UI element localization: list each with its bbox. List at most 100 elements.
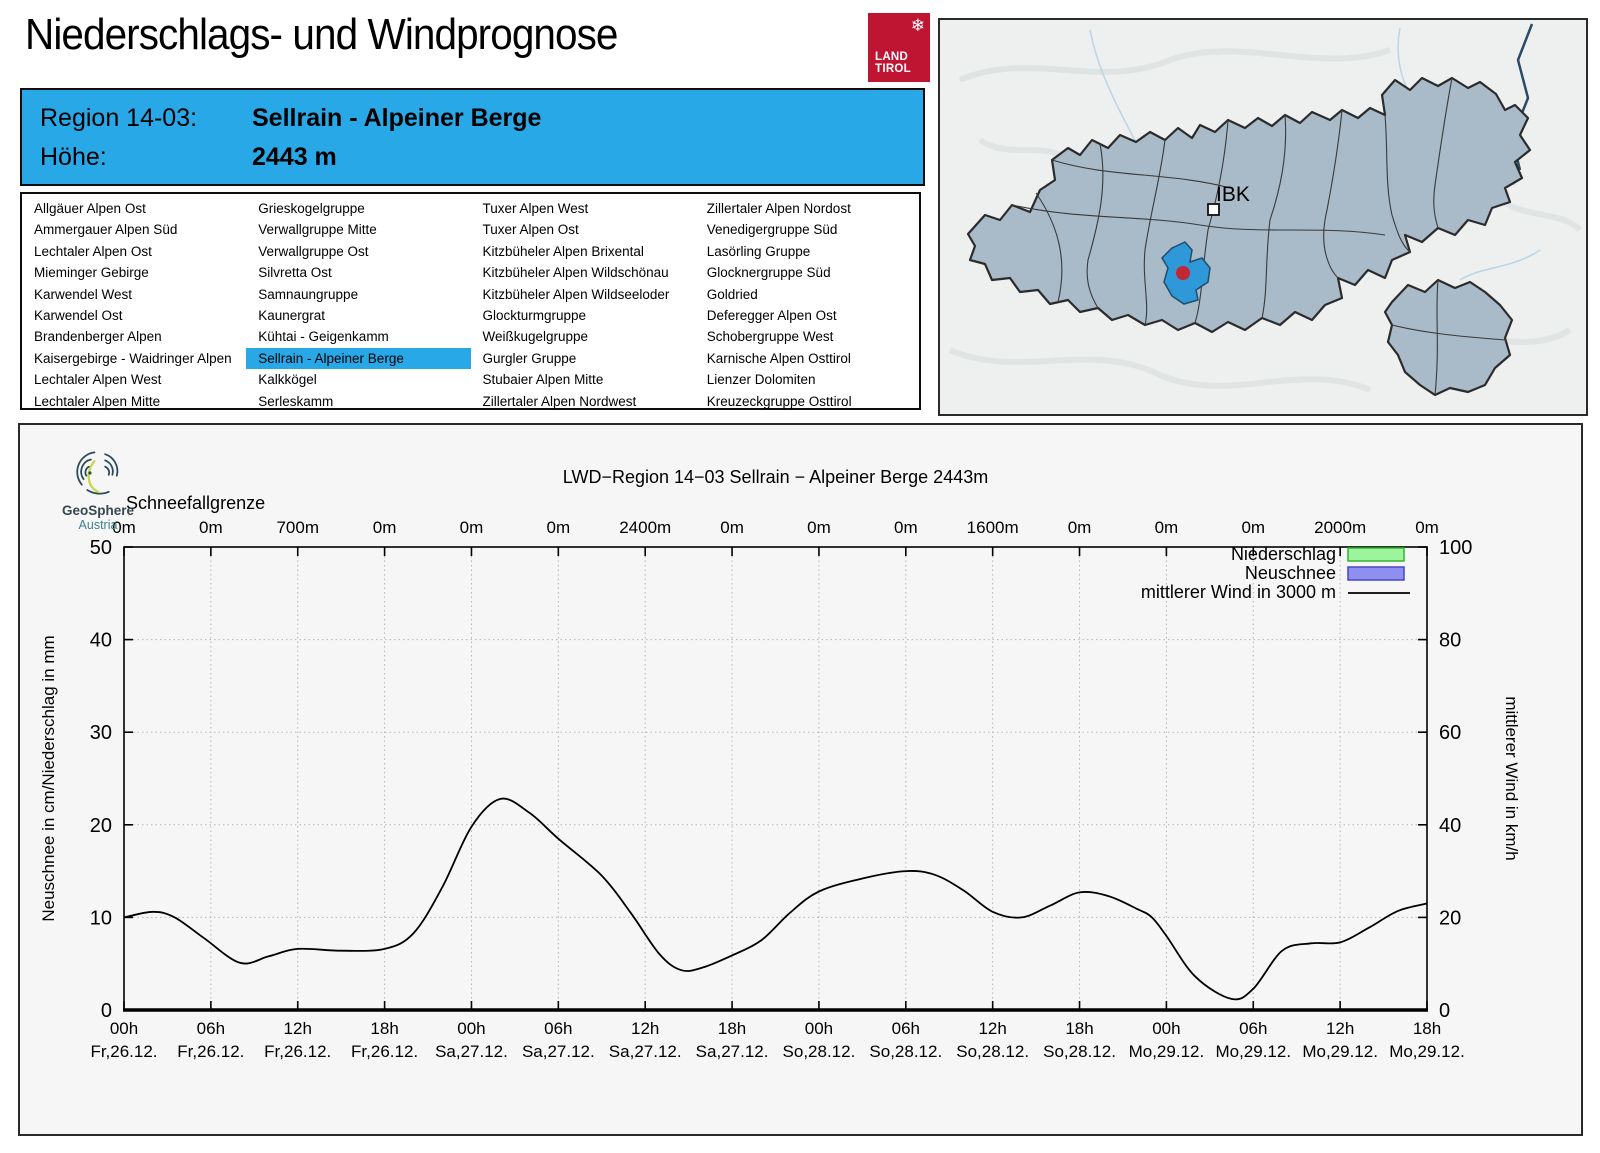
region-list-item[interactable]: Deferegger Alpen Ost (706, 307, 837, 323)
x-tick-time: 00h (457, 1019, 485, 1038)
region-list-item[interactable]: Tuxer Alpen Ost (482, 222, 579, 238)
y-right-tick-label: 0 (1439, 1000, 1450, 1022)
region-list-item[interactable]: Lechtaler Alpen Mitte (34, 393, 161, 409)
region-list-item[interactable]: Kitzbüheler Alpen Wildseeloder (482, 286, 670, 302)
snowflake-icon: ❄ (910, 16, 925, 35)
snowline-value: 0m (460, 518, 484, 537)
page-title: Niederschlags- und Windprognose (25, 10, 618, 59)
land-tirol-logo: ❄ LAND TIROL (868, 13, 930, 82)
snowline-value: 0m (199, 518, 223, 537)
x-tick-date: Fr,26.12. (177, 1042, 244, 1061)
x-tick-time: 12h (631, 1019, 659, 1038)
region-list-item[interactable]: Glocknergruppe Süd (706, 265, 831, 281)
region-list-item[interactable]: Sellrain - Alpeiner Berge (246, 347, 471, 370)
region-list-item[interactable]: Lechtaler Alpen Ost (34, 243, 152, 259)
snowline-value: 0m (807, 518, 831, 537)
x-tick-time: 00h (1152, 1019, 1180, 1038)
region-list-item[interactable]: Tuxer Alpen West (482, 201, 589, 216)
region-list-item[interactable]: Kreuzeckgruppe Osttirol (706, 393, 852, 409)
x-tick-time: 18h (718, 1019, 746, 1038)
region-list-item[interactable]: Lienzer Dolomiten (706, 372, 816, 388)
x-tick-time: 06h (892, 1019, 920, 1038)
region-list-item[interactable]: Allgäuer Alpen Ost (34, 201, 146, 216)
region-list-item[interactable]: Kalkkögel (258, 372, 317, 388)
region-list-item[interactable]: Glockturmgruppe (482, 307, 587, 323)
altitude-label: Höhe: (40, 143, 107, 171)
x-tick-date: So,28.12. (783, 1042, 856, 1061)
y-left-tick-label: 20 (90, 815, 112, 837)
y-right-tick-label: 60 (1439, 722, 1461, 744)
x-tick-time: 00h (110, 1019, 138, 1038)
chart-title: LWD−Region 14−03 Sellrain − Alpeiner Ber… (563, 467, 988, 487)
region-list-item[interactable]: Karnische Alpen Osttirol (706, 350, 851, 366)
snowline-value: 0m (547, 518, 571, 537)
region-list-item[interactable]: Goldried (706, 286, 758, 302)
region-list-item[interactable]: Karwendel Ost (34, 307, 123, 323)
altitude-value: 2443 m (252, 143, 337, 171)
y-right-axis-title: mittlerer Wind in km/h (1502, 696, 1521, 860)
region-list-column: Zillertaler Alpen Nordost Venedigergruppe… (695, 198, 919, 409)
chart-grid (124, 547, 1427, 1010)
region-list-item[interactable]: Schobergruppe West (706, 329, 834, 345)
y-left-tick-label: 30 (90, 722, 112, 744)
region-list-item[interactable]: Lechtaler Alpen West (34, 372, 162, 388)
x-tick-date: So,28.12. (956, 1042, 1029, 1061)
region-list-item[interactable]: Zillertaler Alpen Nordwest (482, 393, 637, 409)
region-list-item[interactable]: Mieminger Gebirge (34, 265, 149, 281)
x-tick-time: 18h (1065, 1019, 1093, 1038)
x-tick-time: 06h (544, 1019, 572, 1038)
land-tirol-logo-text: LAND TIROL (875, 51, 911, 75)
map-region-north-tirol[interactable] (966, 76, 1532, 334)
region-list-item[interactable]: Venedigergruppe Süd (706, 222, 838, 238)
snowline-value: 0m (1155, 518, 1179, 537)
snowline-caption: Schneefallgrenze (126, 493, 265, 513)
x-tick-time: 12h (1326, 1019, 1354, 1038)
legend-label: Neuschnee (1245, 563, 1336, 583)
map-region-east-tirol[interactable] (1383, 278, 1514, 397)
snowline-value: 0m (1415, 518, 1439, 537)
region-list-item[interactable]: Stubaier Alpen Mitte (482, 372, 604, 388)
region-list-item[interactable]: Kitzbüheler Alpen Brixental (482, 243, 644, 259)
x-tick-date: Fr,26.12. (90, 1042, 157, 1061)
region-list-item[interactable]: Kühtai - Geigenkamm (258, 329, 389, 345)
snowline-value: 0m (1241, 518, 1265, 537)
region-list-item[interactable]: Silvretta Ost (258, 265, 332, 281)
region-list-item[interactable]: Lasörling Gruppe (706, 243, 811, 259)
region-list-item[interactable]: Karwendel West (34, 286, 133, 302)
region-list-item[interactable]: Verwallgruppe Ost (258, 243, 369, 259)
region-list-item[interactable]: Kitzbüheler Alpen Wildschönau (482, 265, 669, 281)
region-list-item[interactable]: Grieskogelgruppe (258, 201, 365, 216)
x-tick-date: Mo,29.12. (1129, 1042, 1205, 1061)
x-tick-date: Sa,27.12. (522, 1042, 595, 1061)
geosphere-logo: GeoSphere Austria (48, 447, 148, 532)
region-label: Region 14-03: (40, 104, 198, 132)
region-list-item[interactable]: Kaisergebirge - Waidringer Alpen (34, 350, 232, 366)
region-list-item[interactable]: Brandenberger Alpen (34, 329, 162, 345)
geosphere-logo-icon (76, 451, 119, 495)
region-list-item[interactable]: Ammergauer Alpen Süd (34, 222, 178, 238)
snowline-value: 0m (112, 518, 136, 537)
region-list-item[interactable]: Samnaungruppe (258, 286, 359, 302)
region-list-item[interactable]: Serleskamm (258, 393, 334, 409)
region-list-item[interactable]: Verwallgruppe Mitte (258, 222, 377, 238)
snowline-value: 0m (1068, 518, 1092, 537)
region-list-item[interactable]: Gurgler Gruppe (482, 350, 577, 366)
region-list-item[interactable]: Kaunergrat (258, 307, 326, 323)
region-list-item[interactable]: Zillertaler Alpen Nordost (706, 201, 851, 216)
altitude-row: Höhe: 2443 m (40, 143, 337, 172)
y-left-tick-label: 10 (90, 907, 112, 929)
x-tick-date: Fr,26.12. (351, 1042, 418, 1061)
geosphere-name: GeoSphere (61, 503, 135, 518)
y-right-tick-label: 40 (1439, 815, 1461, 837)
forecast-chart-panel: GeoSphere Austria 0 10 20 30 40 50 0 20 40 60 80 10… (18, 423, 1583, 1136)
x-tick-date: Sa,27.12. (435, 1042, 508, 1061)
x-tick-date: Mo,29.12. (1389, 1042, 1465, 1061)
x-tick-date: Mo,29.12. (1302, 1042, 1378, 1061)
snowline-value: 2000m (1314, 518, 1366, 537)
x-tick-date: Fr,26.12. (264, 1042, 331, 1061)
forecast-chart: 0 10 20 30 40 50 0 20 40 60 80 100 Schneefallgrenze 0… (39, 467, 1521, 1061)
region-list-item[interactable]: Weißkugelgruppe (482, 329, 589, 345)
snowline-value: 1600m (967, 518, 1019, 537)
